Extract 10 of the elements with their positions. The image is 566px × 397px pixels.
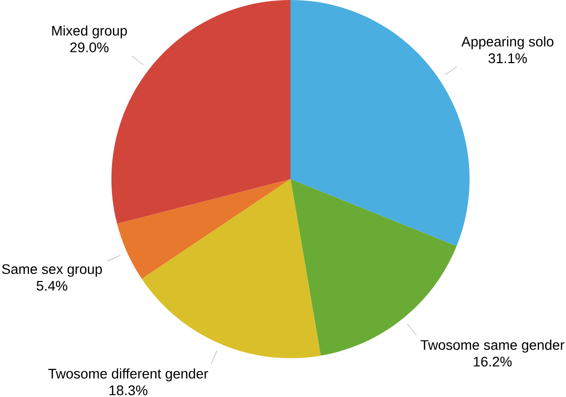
slice-label: Mixed group	[52, 26, 127, 39]
slice-label: Twosome different gender	[48, 368, 208, 382]
data-label: 29.0%	[70, 42, 109, 52]
slice-label: Twosome same gender	[420, 340, 564, 353]
data-label: 16.2%	[474, 356, 512, 367]
slice-label: Same sex group	[2, 264, 102, 277]
data-label: 18.3%	[110, 386, 148, 396]
data-label: 5.4%	[36, 281, 68, 291]
data-label: 31.1%	[488, 54, 527, 64]
slice-label: Appearing solo	[461, 36, 554, 50]
